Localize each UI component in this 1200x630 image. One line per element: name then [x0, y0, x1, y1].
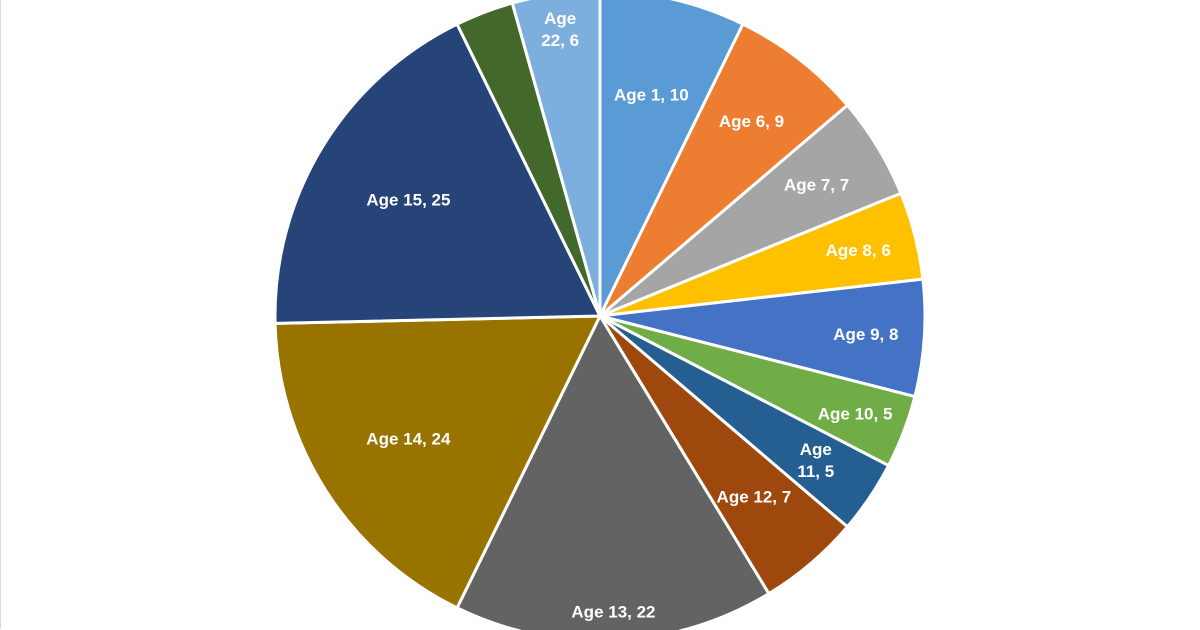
- pie-slice-age-15: [273, 22, 602, 325]
- pie-slice-age-6: [598, 22, 849, 318]
- data-label-age-22: Age 22, 6: [541, 9, 579, 50]
- pie-slice-age-22: [510, 0, 602, 318]
- data-label-age-15: Age 15, 25: [366, 190, 450, 209]
- data-label-age-10: Age 10, 5: [818, 404, 893, 423]
- data-label-age-6: Age 6, 9: [719, 112, 784, 131]
- data-label-age-9: Age 9, 8: [833, 325, 898, 344]
- data-label-age-8: Age 8, 6: [826, 241, 891, 260]
- data-label-age-11: Age 11, 5: [797, 440, 834, 481]
- data-label-age-1: Age 1, 10: [614, 85, 689, 104]
- data-label-age-7: Age 7, 7: [784, 175, 849, 194]
- data-label-age-13: Age 13, 22: [571, 602, 655, 621]
- pie-labels: Age 1, 10 Age 6, 9 Age 7, 7 Age 8, 6 Age 9, …: [366, 0, 898, 621]
- data-label-age-17: Age 17, 4: [378, 0, 453, 13]
- data-label-age-12: Age 12, 7: [717, 488, 792, 507]
- pie-slices: [273, 0, 927, 630]
- pie-slice-age-14: [273, 314, 602, 610]
- data-label-age-14: Age 14, 24: [366, 430, 451, 449]
- pie-slice-age-13: [455, 314, 771, 630]
- pie-slice-age-1: [598, 0, 745, 318]
